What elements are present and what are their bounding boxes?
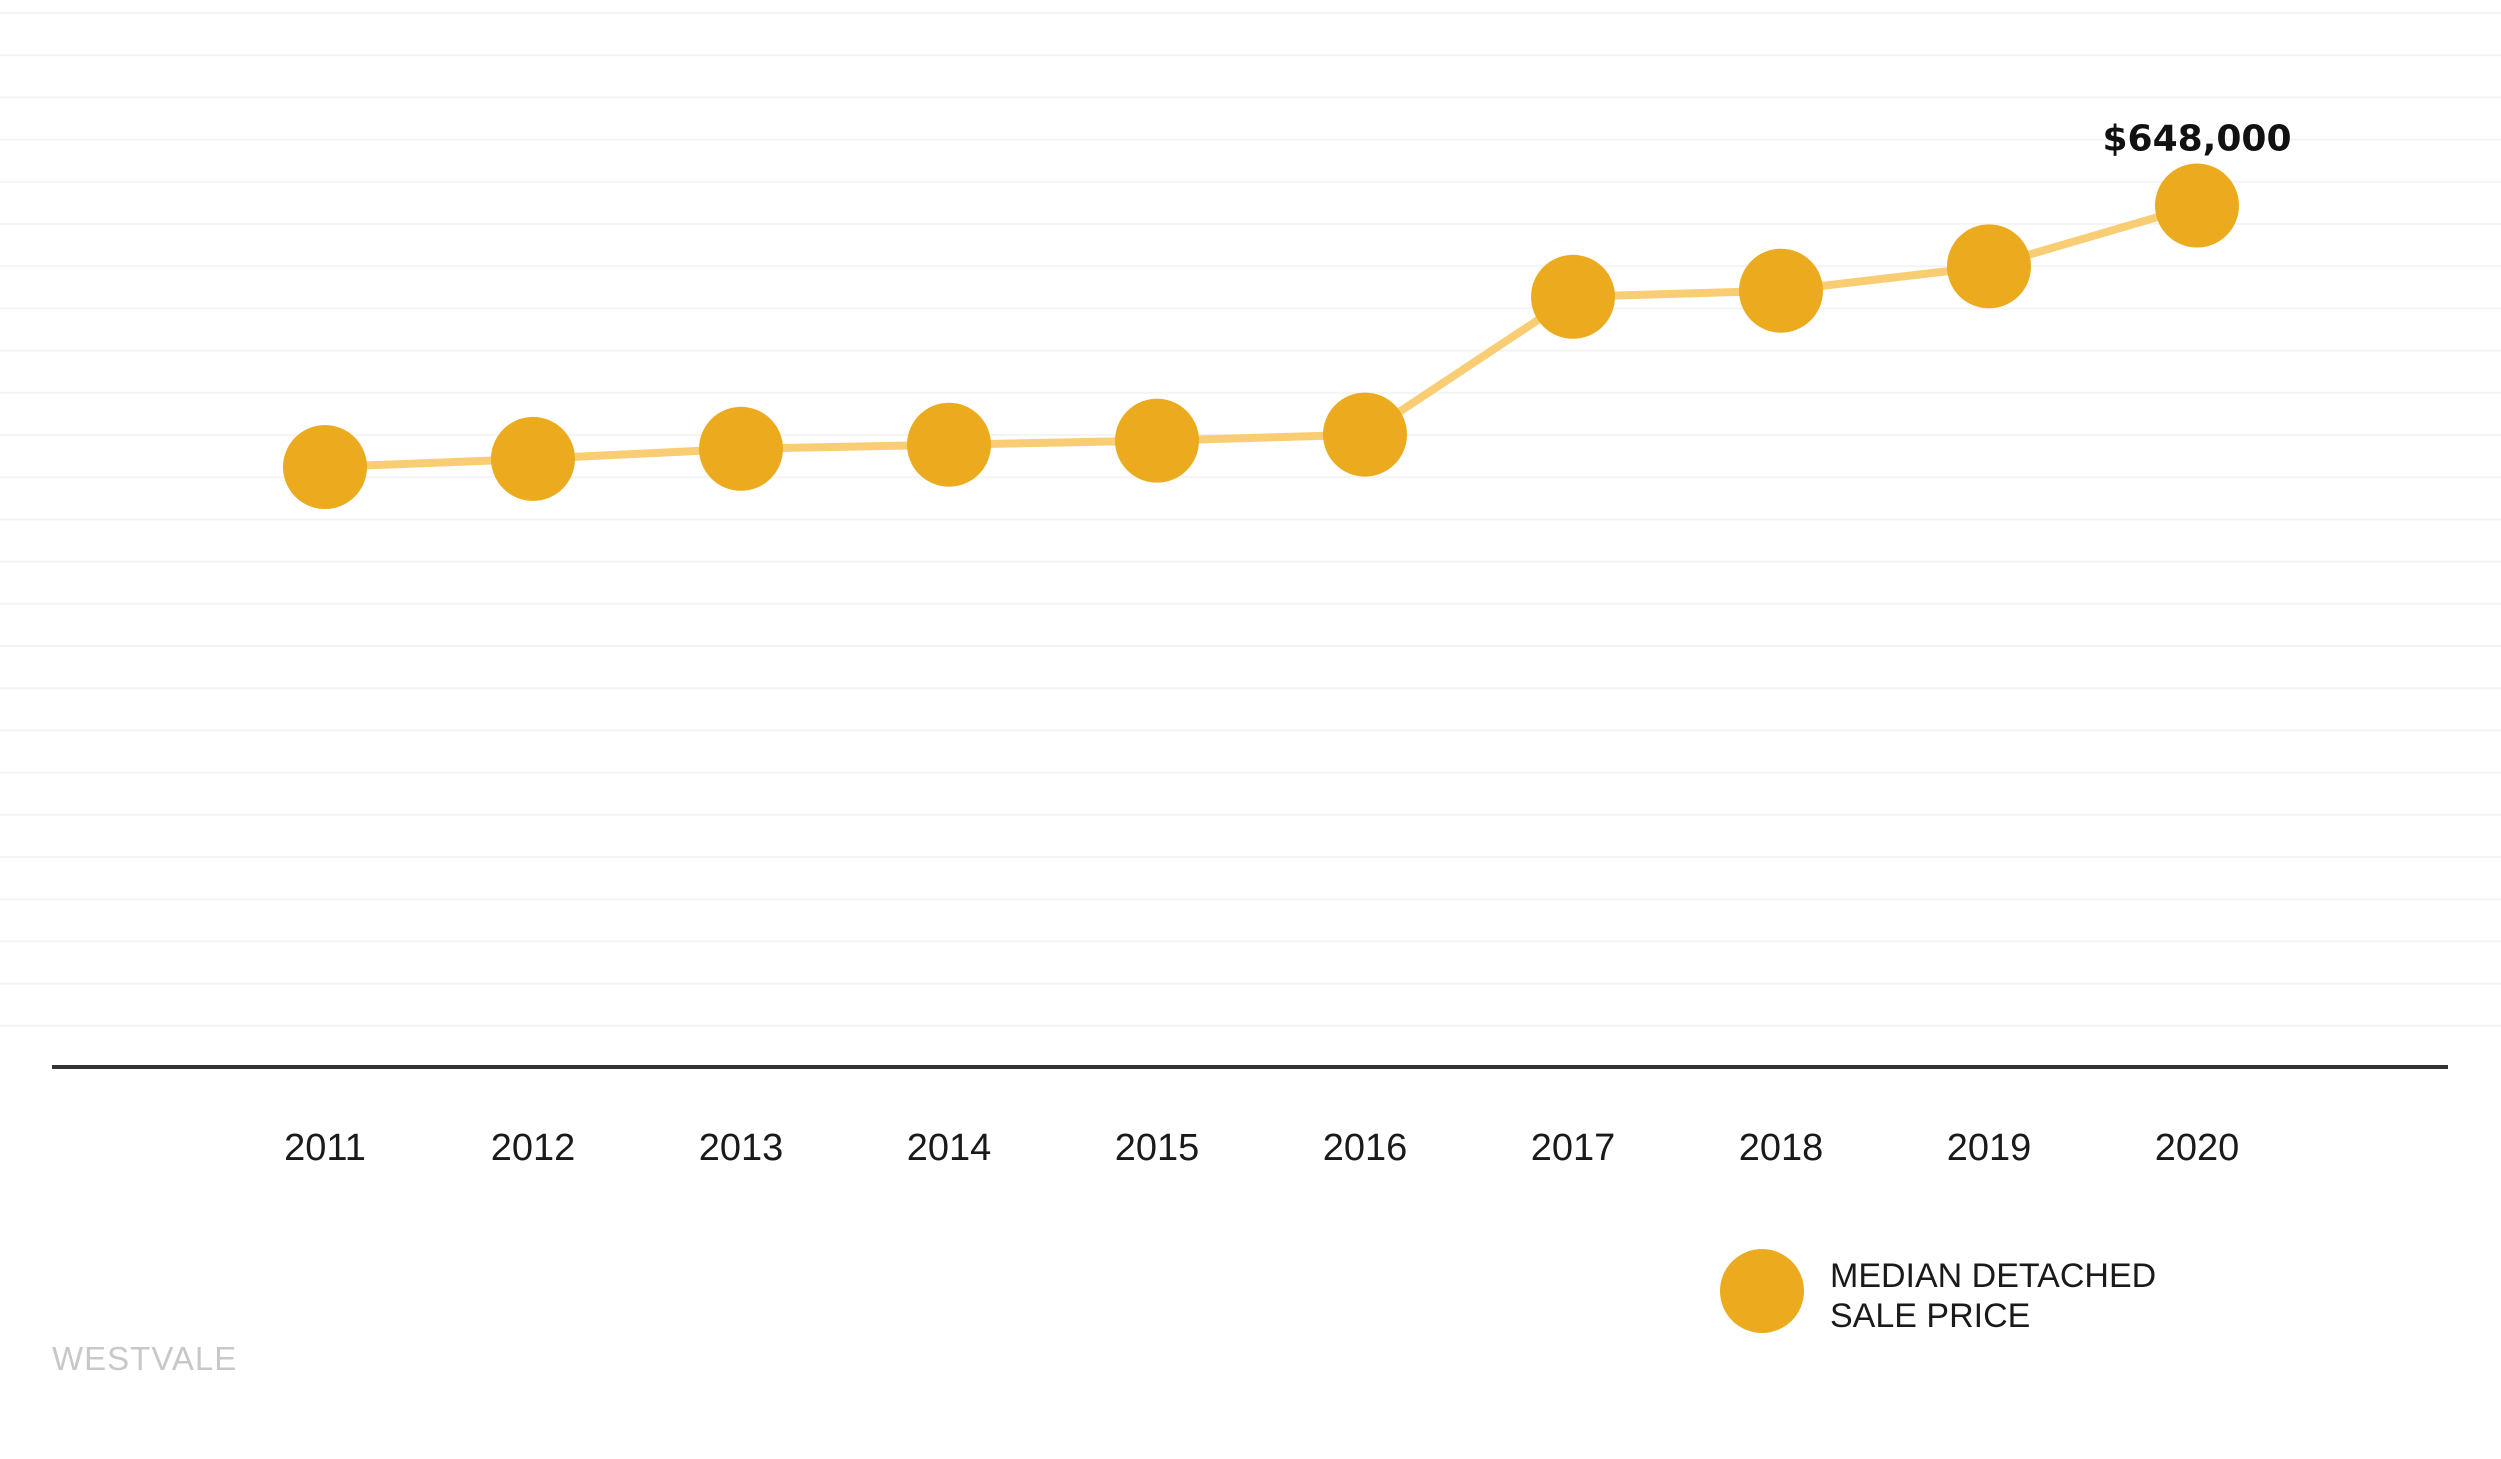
x-tick-label-2016: 2016 (1323, 1127, 1408, 1169)
data-point-2019 (1947, 224, 2031, 309)
x-tick-label-2020: 2020 (2155, 1127, 2240, 1169)
x-tick-labels: 2011 2012 2013 2014 2015 2016 2017 2018 2019 2020 (284, 1127, 2239, 1169)
data-point-2013 (699, 406, 783, 491)
legend-marker (1720, 1249, 1804, 1333)
data-points (283, 163, 2239, 510)
legend-label-line-2: SALE PRICE (1830, 1297, 2030, 1335)
x-tick-label-2017: 2017 (1531, 1127, 1616, 1169)
x-tick-label-2013: 2013 (699, 1127, 784, 1169)
series-line (324, 201, 2199, 472)
legend-label-line-1: MEDIAN DETACHED (1830, 1257, 2156, 1295)
data-point-2015 (1115, 398, 1199, 483)
data-point-2012 (491, 416, 575, 501)
source-label: WESTVALE (52, 1340, 237, 1377)
data-point-2014 (907, 402, 991, 487)
x-tick-label-2015: 2015 (1115, 1127, 1200, 1169)
x-tick-label-2012: 2012 (491, 1127, 576, 1169)
value-annotation: $648,000 (2102, 119, 2291, 160)
x-tick-label-2014: 2014 (907, 1127, 992, 1169)
data-point-2017 (1531, 254, 1615, 339)
x-tick-label-2019: 2019 (1947, 1127, 2032, 1169)
data-point-2018 (1739, 248, 1823, 333)
x-tick-label-2011: 2011 (284, 1127, 366, 1169)
data-point-2016 (1323, 392, 1407, 477)
data-point-2011 (283, 425, 367, 510)
legend: MEDIAN DETACHED SALE PRICE (1720, 1249, 2156, 1335)
data-point-2020 (2155, 163, 2239, 248)
x-tick-label-2018: 2018 (1739, 1127, 1824, 1169)
grid-lines (0, 12, 2501, 1027)
